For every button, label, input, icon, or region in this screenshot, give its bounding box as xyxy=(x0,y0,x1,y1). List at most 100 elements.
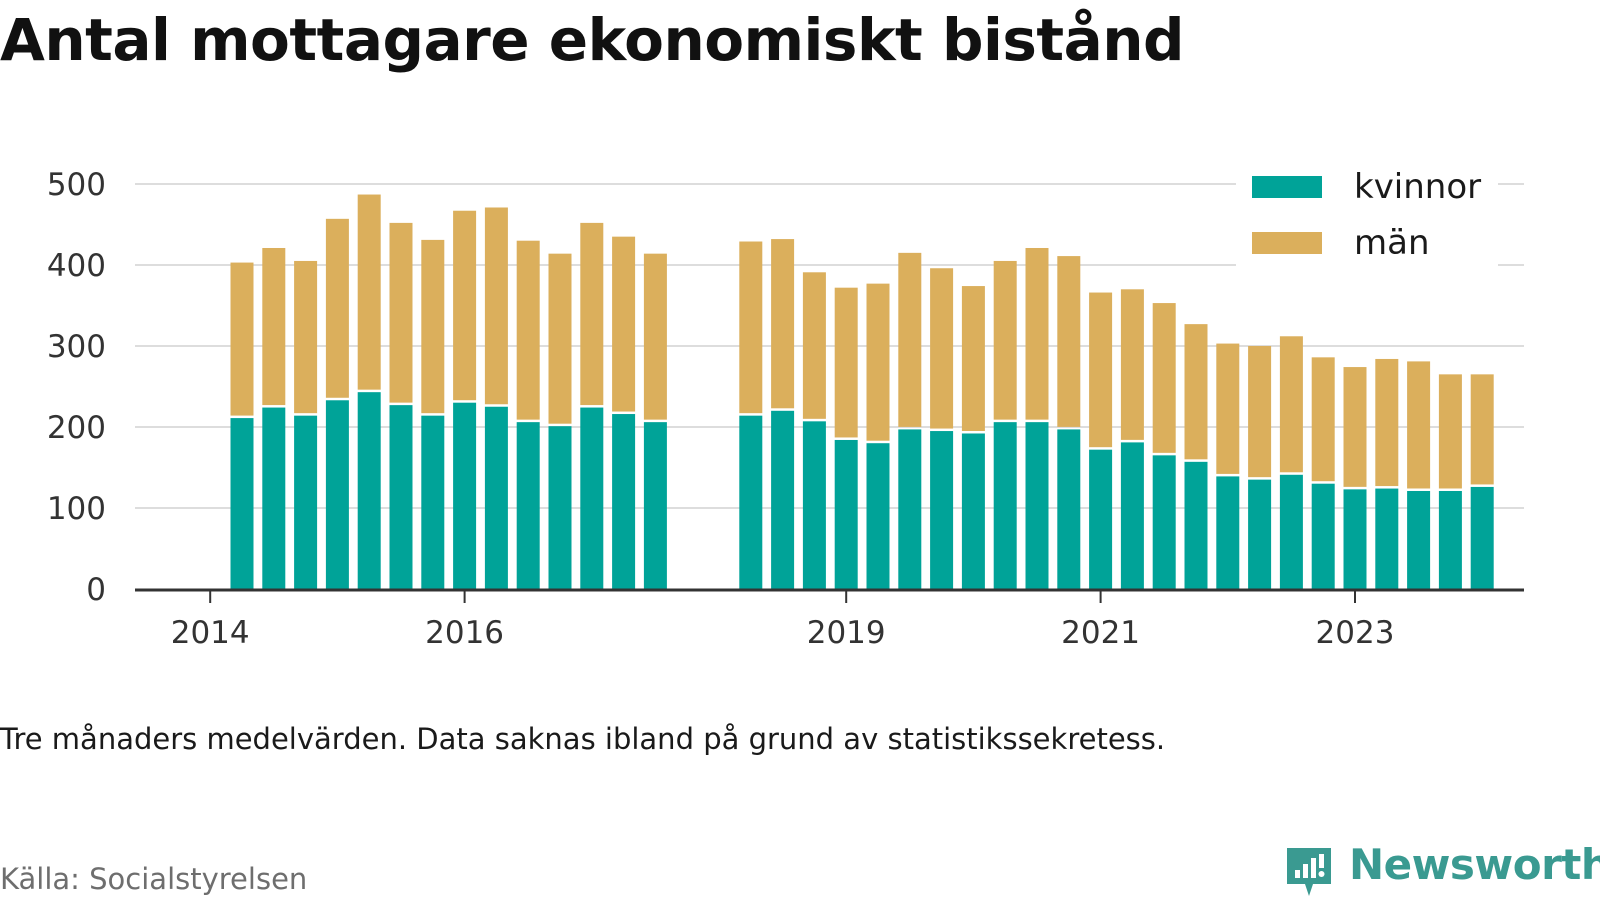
bar-man-2019-Q1 xyxy=(834,287,858,438)
bar-kvinnor-2021-Q2 xyxy=(1120,442,1144,589)
newsworthy-logo-icon xyxy=(1287,848,1331,896)
x-tick-label-2023: 2023 xyxy=(1316,615,1395,651)
bar-man-2022-Q2 xyxy=(1248,346,1272,478)
bar-man-2024-Q1 xyxy=(1470,374,1494,485)
bar-kvinnor-2023-Q2 xyxy=(1375,488,1399,589)
bar-kvinnor-2022-Q2 xyxy=(1248,479,1272,589)
bar-man-2016-Q1 xyxy=(453,210,477,401)
y-tick-label-100: 100 xyxy=(47,491,106,527)
chart-note: Tre månaders medelvärden. Data saknas ib… xyxy=(0,722,1166,756)
brand-name: Newsworthy xyxy=(1349,840,1600,889)
bar-man-2014-Q3 xyxy=(262,247,286,406)
bar-kvinnor-2020-Q3 xyxy=(1025,422,1049,589)
bar-kvinnor-2022-Q3 xyxy=(1279,474,1303,589)
bar-man-2018-Q3 xyxy=(771,239,795,409)
bar-man-2015-Q3 xyxy=(389,222,413,403)
bar-man-2019-Q4 xyxy=(930,268,954,429)
bar-man-2016-Q2 xyxy=(484,207,508,405)
bar-man-2014-Q2 xyxy=(230,262,254,416)
bar-man-2021-Q1 xyxy=(1089,292,1113,448)
bar-kvinnor-2015-Q3 xyxy=(389,405,413,589)
bar-man-2015-Q2 xyxy=(357,194,381,390)
bar-kvinnor-2014-Q4 xyxy=(294,415,318,589)
bar-kvinnor-2019-Q4 xyxy=(930,431,954,589)
bar-kvinnor-2016-Q2 xyxy=(484,406,508,589)
bar-man-2017-Q1 xyxy=(580,222,604,406)
x-axis-ticks: 2014 2016 2019 2021 2023 xyxy=(171,590,1395,651)
bar-kvinnor-2014-Q3 xyxy=(262,407,286,589)
bar-kvinnor-2022-Q1 xyxy=(1216,476,1240,589)
bar-man-2020-Q2 xyxy=(993,260,1017,420)
bar-kvinnor-2023-Q1 xyxy=(1343,489,1367,589)
bar-man-2017-Q3 xyxy=(643,253,667,420)
bar-kvinnor-2015-Q4 xyxy=(421,415,445,589)
brand: Newsworthy xyxy=(1283,838,1600,900)
y-tick-label-200: 200 xyxy=(47,410,106,446)
bar-man-2023-Q1 xyxy=(1343,367,1367,487)
bar-kvinnor-2016-Q3 xyxy=(516,422,540,589)
bar-man-2016-Q4 xyxy=(548,253,572,424)
bar-man-2014-Q4 xyxy=(294,260,318,414)
bar-kvinnor-2021-Q1 xyxy=(1089,449,1113,589)
bar-kvinnor-2020-Q4 xyxy=(1057,429,1081,589)
bar-kvinnor-2015-Q1 xyxy=(325,400,349,589)
bar-kvinnor-2023-Q4 xyxy=(1438,490,1462,589)
bar-kvinnor-2017-Q1 xyxy=(580,407,604,589)
bar-man-2020-Q4 xyxy=(1057,256,1081,427)
bar-man-2015-Q4 xyxy=(421,239,445,414)
y-tick-label-500: 500 xyxy=(47,167,106,203)
y-tick-label-300: 300 xyxy=(47,329,106,365)
source-label: Källa: Socialstyrelsen xyxy=(0,862,308,896)
bar-man-2020-Q3 xyxy=(1025,247,1049,420)
bar-kvinnor-2020-Q1 xyxy=(961,433,985,589)
chart-title: Antal mottagare ekonomiskt bistånd xyxy=(0,6,1185,74)
bar-man-2019-Q3 xyxy=(898,252,922,427)
bar-kvinnor-2019-Q2 xyxy=(866,443,890,589)
y-tick-label-0: 0 xyxy=(86,572,106,608)
bar-kvinnor-2023-Q3 xyxy=(1407,490,1431,589)
bar-kvinnor-2019-Q1 xyxy=(834,439,858,589)
y-tick-label-400: 400 xyxy=(47,248,106,284)
bar-man-2023-Q3 xyxy=(1407,361,1431,489)
bar-man-2023-Q4 xyxy=(1438,374,1462,489)
bar-kvinnor-2016-Q1 xyxy=(453,402,477,589)
bar-kvinnor-2024-Q1 xyxy=(1470,486,1494,589)
bar-man-2023-Q2 xyxy=(1375,358,1399,487)
bar-man-2020-Q1 xyxy=(961,286,985,431)
legend-swatch-0 xyxy=(1252,176,1322,198)
bar-man-2022-Q3 xyxy=(1279,336,1303,473)
legend-label-1: män xyxy=(1354,223,1430,263)
bar-kvinnor-2014-Q2 xyxy=(230,418,254,589)
bar-kvinnor-2017-Q3 xyxy=(643,422,667,589)
bar-kvinnor-2022-Q4 xyxy=(1311,483,1335,589)
bars xyxy=(230,194,1494,589)
bar-man-2016-Q3 xyxy=(516,240,540,420)
bar-man-2021-Q2 xyxy=(1120,289,1144,440)
bar-man-2018-Q2 xyxy=(739,241,763,414)
y-axis-ticks: 0 100 200 300 400 500 xyxy=(47,167,106,608)
x-tick-label-2021: 2021 xyxy=(1061,615,1140,651)
bar-kvinnor-2018-Q2 xyxy=(739,415,763,589)
x-tick-label-2016: 2016 xyxy=(425,615,504,651)
bar-man-2021-Q3 xyxy=(1152,303,1176,453)
bar-man-2018-Q4 xyxy=(802,272,826,419)
x-tick-label-2019: 2019 xyxy=(807,615,886,651)
legend: kvinnor män xyxy=(1236,160,1498,268)
bar-kvinnor-2021-Q4 xyxy=(1184,461,1208,589)
bar-kvinnor-2020-Q2 xyxy=(993,422,1017,589)
bar-kvinnor-2017-Q2 xyxy=(612,414,636,589)
x-tick-label-2014: 2014 xyxy=(171,615,250,651)
bar-man-2019-Q2 xyxy=(866,283,890,441)
bar-kvinnor-2015-Q2 xyxy=(357,392,381,589)
bar-kvinnor-2018-Q3 xyxy=(771,410,795,589)
legend-label-0: kvinnor xyxy=(1354,167,1481,207)
bar-kvinnor-2019-Q3 xyxy=(898,429,922,589)
bar-kvinnor-2016-Q4 xyxy=(548,426,572,589)
bar-kvinnor-2018-Q4 xyxy=(802,421,826,589)
bar-man-2022-Q1 xyxy=(1216,343,1240,474)
bar-man-2015-Q1 xyxy=(325,218,349,398)
bar-man-2022-Q4 xyxy=(1311,357,1335,482)
bar-man-2021-Q4 xyxy=(1184,324,1208,460)
bar-kvinnor-2021-Q3 xyxy=(1152,455,1176,589)
